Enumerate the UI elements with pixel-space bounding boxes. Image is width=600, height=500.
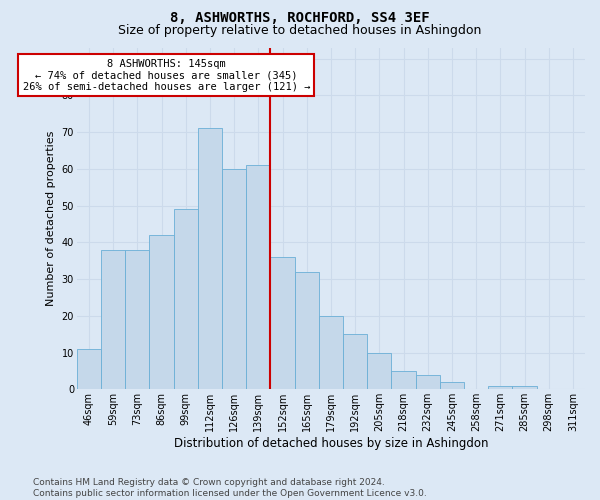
Bar xyxy=(295,272,319,390)
Bar xyxy=(440,382,464,390)
Bar xyxy=(391,371,416,390)
Bar xyxy=(149,235,173,390)
Text: Contains HM Land Registry data © Crown copyright and database right 2024.
Contai: Contains HM Land Registry data © Crown c… xyxy=(33,478,427,498)
Bar xyxy=(173,209,198,390)
Bar xyxy=(416,374,440,390)
X-axis label: Distribution of detached houses by size in Ashingdon: Distribution of detached houses by size … xyxy=(173,437,488,450)
Bar xyxy=(271,257,295,390)
Bar xyxy=(367,352,391,390)
Bar xyxy=(125,250,149,390)
Bar xyxy=(222,169,246,390)
Bar xyxy=(246,165,271,390)
Bar xyxy=(198,128,222,390)
Bar xyxy=(101,250,125,390)
Bar xyxy=(319,316,343,390)
Text: Size of property relative to detached houses in Ashingdon: Size of property relative to detached ho… xyxy=(118,24,482,37)
Bar xyxy=(77,349,101,390)
Bar xyxy=(343,334,367,390)
Text: 8 ASHWORTHS: 145sqm
← 74% of detached houses are smaller (345)
26% of semi-detac: 8 ASHWORTHS: 145sqm ← 74% of detached ho… xyxy=(23,58,310,92)
Text: 8, ASHWORTHS, ROCHFORD, SS4 3EF: 8, ASHWORTHS, ROCHFORD, SS4 3EF xyxy=(170,11,430,25)
Y-axis label: Number of detached properties: Number of detached properties xyxy=(46,130,56,306)
Bar xyxy=(488,386,512,390)
Bar xyxy=(512,386,536,390)
